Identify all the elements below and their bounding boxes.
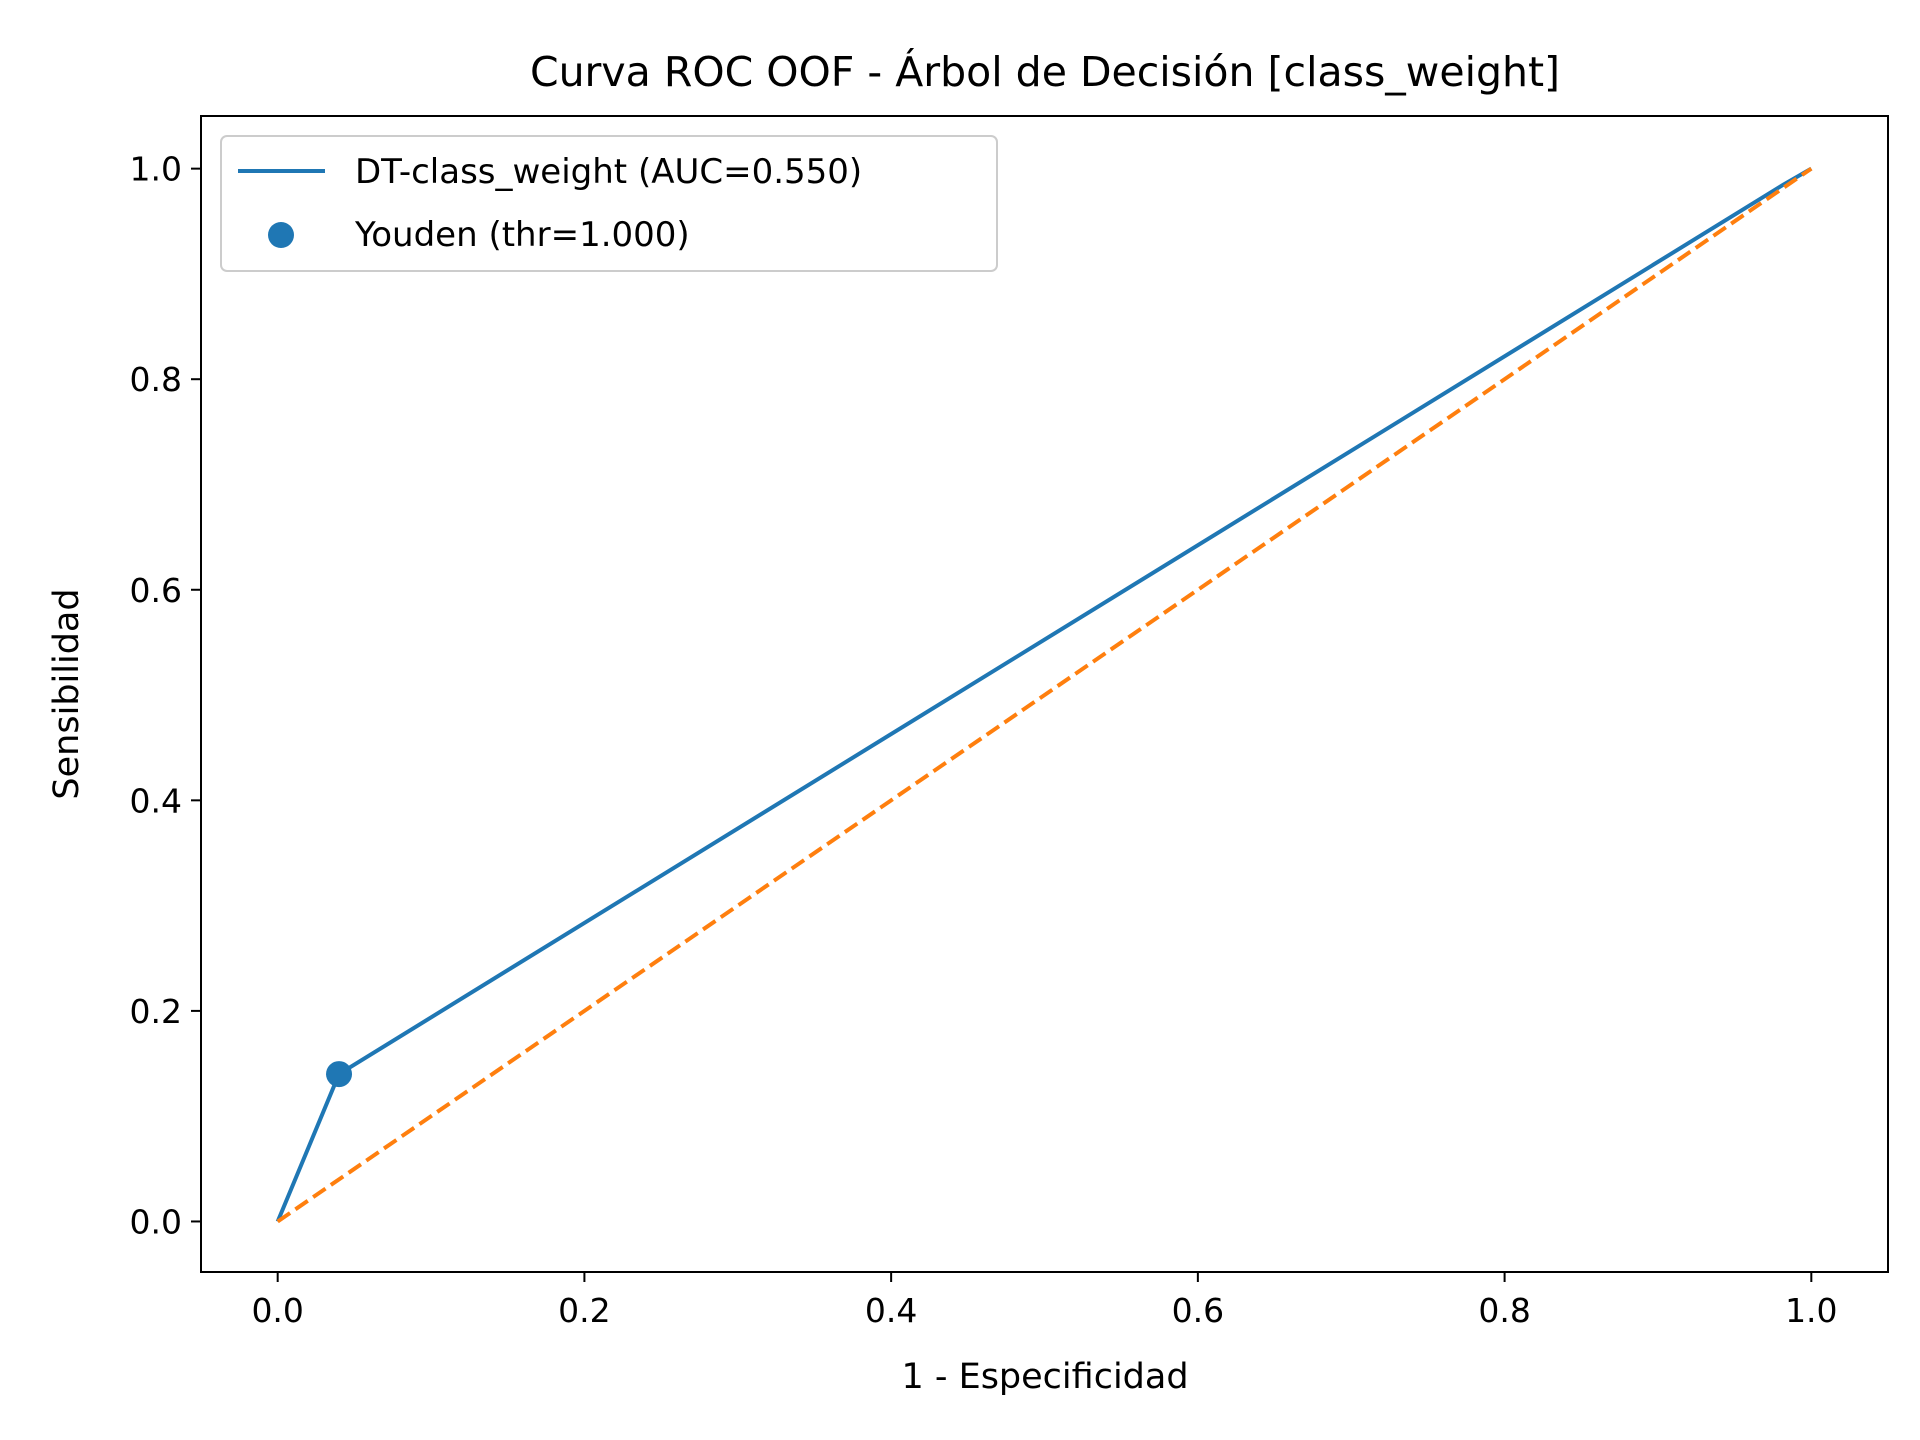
x-tick-label: 0.8 (1478, 1291, 1530, 1330)
y-tick-label: 0.0 (130, 1202, 182, 1241)
x-tick-label: 0.4 (865, 1291, 917, 1330)
roc-curve-line (275, 166, 1813, 1223)
legend-label-youden: Youden (thr=1.000) (354, 215, 690, 255)
x-tick-label: 0.6 (1172, 1291, 1224, 1330)
plot-area (200, 115, 1889, 1273)
legend-marker-swatch (268, 222, 294, 248)
y-tick-label: 0.2 (130, 992, 182, 1031)
chance-diagonal-line (276, 166, 1813, 1224)
series-layer (275, 166, 1813, 1224)
x-tick-label: 0.0 (251, 1291, 303, 1330)
x-tick-label: 0.2 (558, 1291, 610, 1330)
plot-frame (200, 115, 1889, 1273)
legend-label-dt-class-weight: DT-class_weight (AUC=0.550) (355, 152, 862, 192)
y-axis: 0.0 0.2 0.4 0.6 0.8 1.0 (130, 150, 201, 1241)
y-tick-label: 0.4 (130, 781, 182, 820)
youden-point (326, 1061, 353, 1088)
y-tick-label: 0.6 (130, 571, 182, 610)
chart-title: Curva ROC OOF - Árbol de Decisión [class… (530, 48, 1560, 96)
x-tick-label: 1.0 (1785, 1291, 1837, 1330)
x-axis-label: 1 - Especificidad (901, 1357, 1188, 1397)
legend-box (220, 135, 998, 272)
x-axis: 0.0 0.2 0.4 0.6 0.8 1.0 (251, 1272, 1838, 1330)
y-tick-label: 0.8 (130, 360, 182, 399)
y-tick-label: 1.0 (130, 150, 182, 189)
y-axis-label: Sensibilidad (47, 588, 87, 799)
legend: DT-class_weight (AUC=0.550) Youden (thr=… (220, 135, 998, 272)
